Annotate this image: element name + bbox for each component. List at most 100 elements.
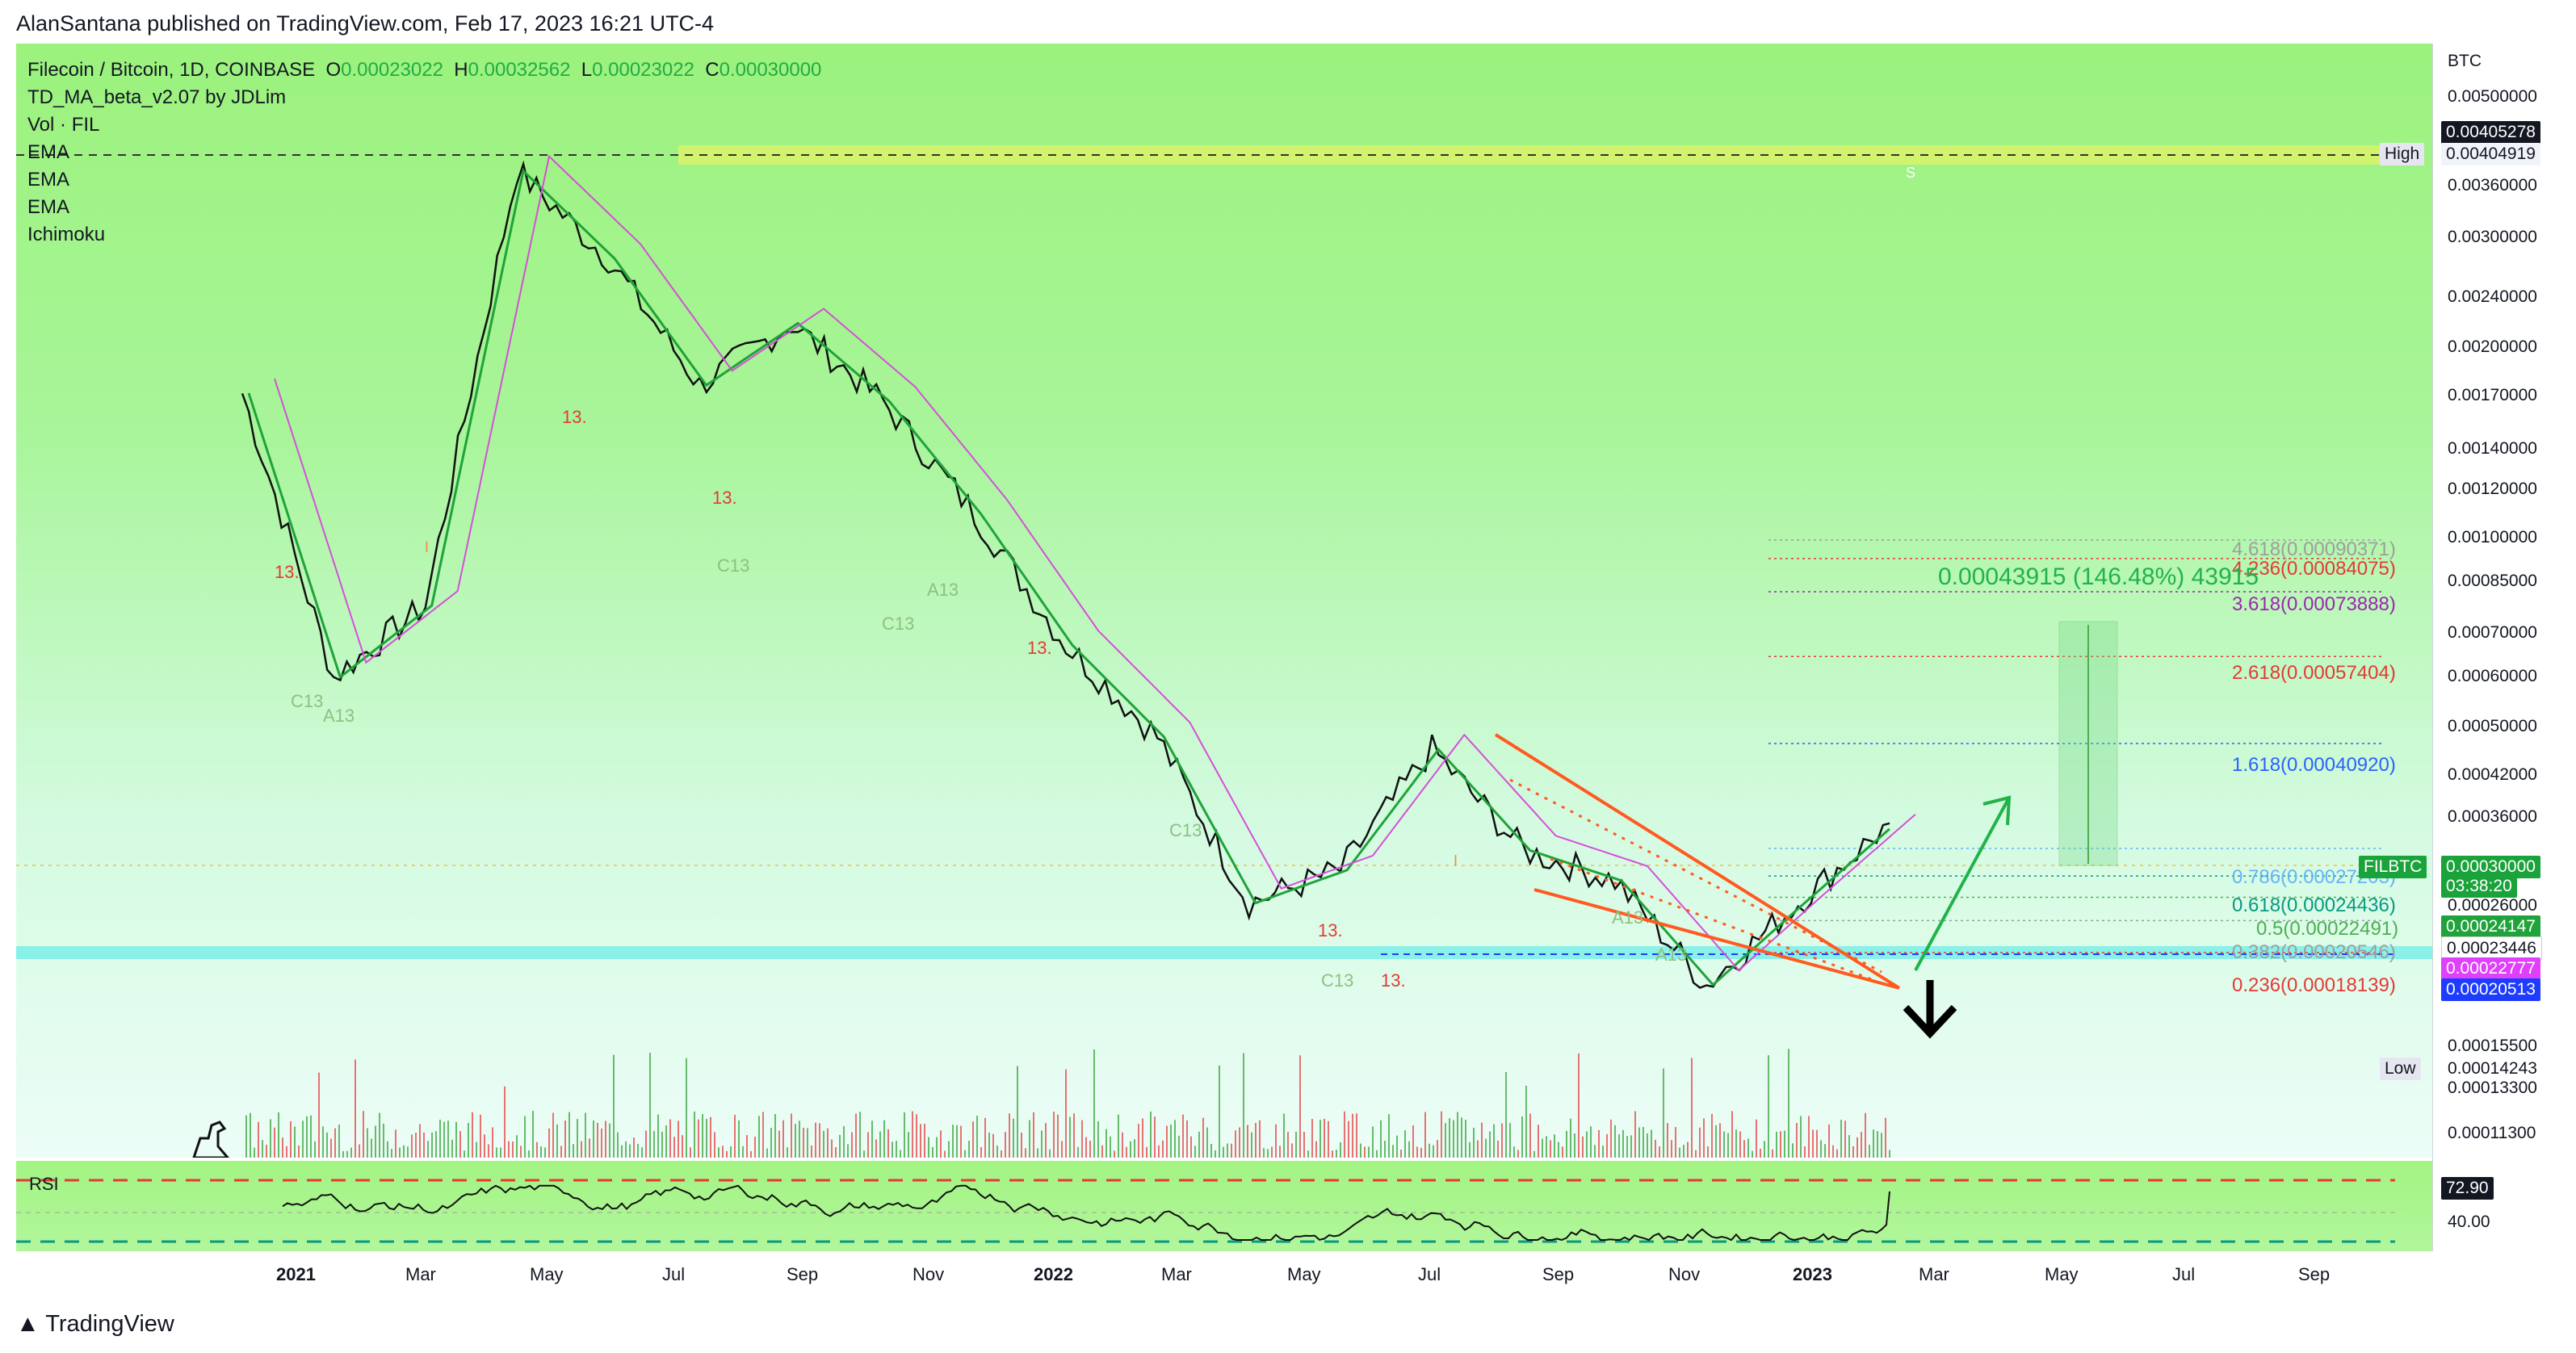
volume-bar — [375, 1125, 376, 1158]
legend-indicator-td[interactable]: TD_MA_beta_v2.07 by JDLim — [27, 86, 287, 108]
volume-bar — [1836, 1149, 1838, 1158]
volume-bar — [698, 1119, 699, 1158]
volume-bar — [629, 1144, 631, 1158]
volume-bar — [803, 1128, 804, 1158]
volume-bar — [734, 1114, 736, 1158]
volume-bar — [423, 1132, 425, 1158]
legend-indicator-ema-3[interactable]: EMA — [27, 196, 70, 218]
volume-bar — [1352, 1113, 1353, 1158]
td-label: 13. — [1318, 920, 1343, 940]
fib-label-4236: 4.236(0.00084075) — [2232, 558, 2396, 580]
volume-bar — [1586, 1131, 1588, 1158]
volume-bar — [706, 1119, 707, 1158]
volume-bar — [516, 1135, 518, 1158]
volume-bar — [1182, 1114, 1184, 1158]
ema-green-line — [247, 168, 1890, 987]
volume-bar — [1396, 1135, 1398, 1158]
volume-bar — [1061, 1141, 1063, 1158]
volume-bar — [1198, 1131, 1200, 1158]
volume-bar — [1077, 1146, 1079, 1158]
volume-bar — [403, 1145, 405, 1158]
volume-bar — [476, 1141, 477, 1158]
volume-bar — [996, 1146, 998, 1158]
volume-bar — [1093, 1049, 1095, 1158]
rsi-value-tag: 72.90 — [2441, 1177, 2494, 1200]
tradingview-brand[interactable]: ▲ TradingView — [16, 1311, 174, 1338]
price-tag-top: 0.00405278 — [2441, 121, 2540, 144]
volume-bar — [1824, 1144, 1826, 1158]
volume-bar — [1101, 1145, 1103, 1158]
volume-bar — [1570, 1118, 1571, 1158]
volume-bar — [1485, 1138, 1487, 1158]
volume-bar — [1764, 1141, 1765, 1158]
fib-label-4618: 4.618(0.00090371) — [2232, 538, 2396, 560]
time-tick: 2023 — [1793, 1264, 1832, 1284]
rsi-line — [282, 1184, 1890, 1242]
volume-bar — [1743, 1140, 1745, 1158]
volume-bar — [593, 1120, 594, 1158]
volume-bar — [1416, 1146, 1418, 1158]
volume-bar — [314, 1141, 316, 1158]
volume-bar — [746, 1135, 748, 1158]
volume-bar — [875, 1139, 877, 1158]
legend-indicator-ema-2[interactable]: EMA — [27, 169, 70, 191]
legend-l-label: L — [581, 59, 593, 81]
volume-bar — [1582, 1136, 1584, 1158]
volume-bar — [1699, 1127, 1701, 1158]
volume-bar — [718, 1147, 720, 1158]
volume-bar — [811, 1145, 812, 1158]
volume-bar — [1215, 1150, 1216, 1158]
volume-bar — [1723, 1131, 1725, 1158]
volume-bar — [1255, 1122, 1257, 1158]
price-series-line — [241, 160, 1890, 990]
volume-bar — [363, 1111, 364, 1158]
rsi-svg — [16, 1179, 2395, 1243]
rsi-label[interactable]: RSI — [29, 1174, 59, 1194]
legend-symbol[interactable]: Filecoin / Bitcoin, 1D, COINBASE — [27, 59, 316, 81]
volume-bar — [851, 1132, 853, 1158]
volume-bar — [609, 1123, 610, 1158]
rsi-pane[interactable]: RSI — [16, 1161, 2432, 1251]
time-tick: Mar — [405, 1264, 436, 1284]
volume-bar — [1780, 1131, 1781, 1158]
volume-bar — [1138, 1124, 1139, 1158]
volume-bar — [1856, 1137, 1858, 1158]
volume-bar — [831, 1139, 833, 1158]
td-label-c13: C13 — [291, 691, 324, 711]
price-chart-svg[interactable] — [16, 44, 2432, 1158]
legend-high-value: 0.00032562 — [468, 59, 571, 81]
legend-indicator-vol[interactable]: Vol · FIL — [27, 114, 100, 136]
price-axis[interactable]: BTC 0.00500000 0.00405278 High 0.0040491… — [2359, 44, 2576, 1251]
tradingview-logo-icon: ▲ — [16, 1311, 40, 1337]
volume-bar — [322, 1126, 324, 1158]
price-tick: 0.00100000 — [2448, 528, 2537, 547]
main-chart-pane[interactable]: Filecoin / Bitcoin, 1D, COINBASE O0.0002… — [16, 44, 2432, 1158]
legend-indicator-ichimoku[interactable]: Ichimoku — [27, 224, 106, 245]
volume-bar — [952, 1125, 954, 1158]
volume-bar — [863, 1150, 865, 1158]
time-axis[interactable]: 2021 Mar May Jul Sep Nov 2022 Mar May Ju… — [16, 1253, 2432, 1293]
volume-bar — [1521, 1116, 1523, 1158]
volume-bar — [379, 1112, 380, 1158]
volume-bar — [883, 1120, 885, 1158]
volume-bar — [1457, 1112, 1458, 1158]
volume-bar — [669, 1119, 671, 1158]
volume-bar — [1505, 1072, 1507, 1158]
price-tick: 0.00170000 — [2448, 386, 2537, 404]
bullish-arrow — [1914, 797, 2011, 971]
volume-bar — [1424, 1112, 1426, 1158]
volume-bar — [795, 1124, 796, 1158]
price-tick: 0.00085000 — [2448, 572, 2537, 590]
volume-bar — [1828, 1124, 1830, 1158]
volume-bar — [1449, 1118, 1450, 1158]
volume-bar — [1275, 1124, 1277, 1158]
volume-bar — [1105, 1129, 1107, 1158]
volume-bar — [1663, 1068, 1664, 1158]
volume-bar — [1840, 1120, 1842, 1158]
volume-bar — [350, 1147, 352, 1158]
volume-bar — [1687, 1141, 1689, 1158]
legend-indicator-ema-1[interactable]: EMA — [27, 141, 70, 163]
volume-bar — [1852, 1146, 1854, 1158]
volume-bar — [1889, 1150, 1890, 1158]
volume-bar — [839, 1134, 841, 1158]
